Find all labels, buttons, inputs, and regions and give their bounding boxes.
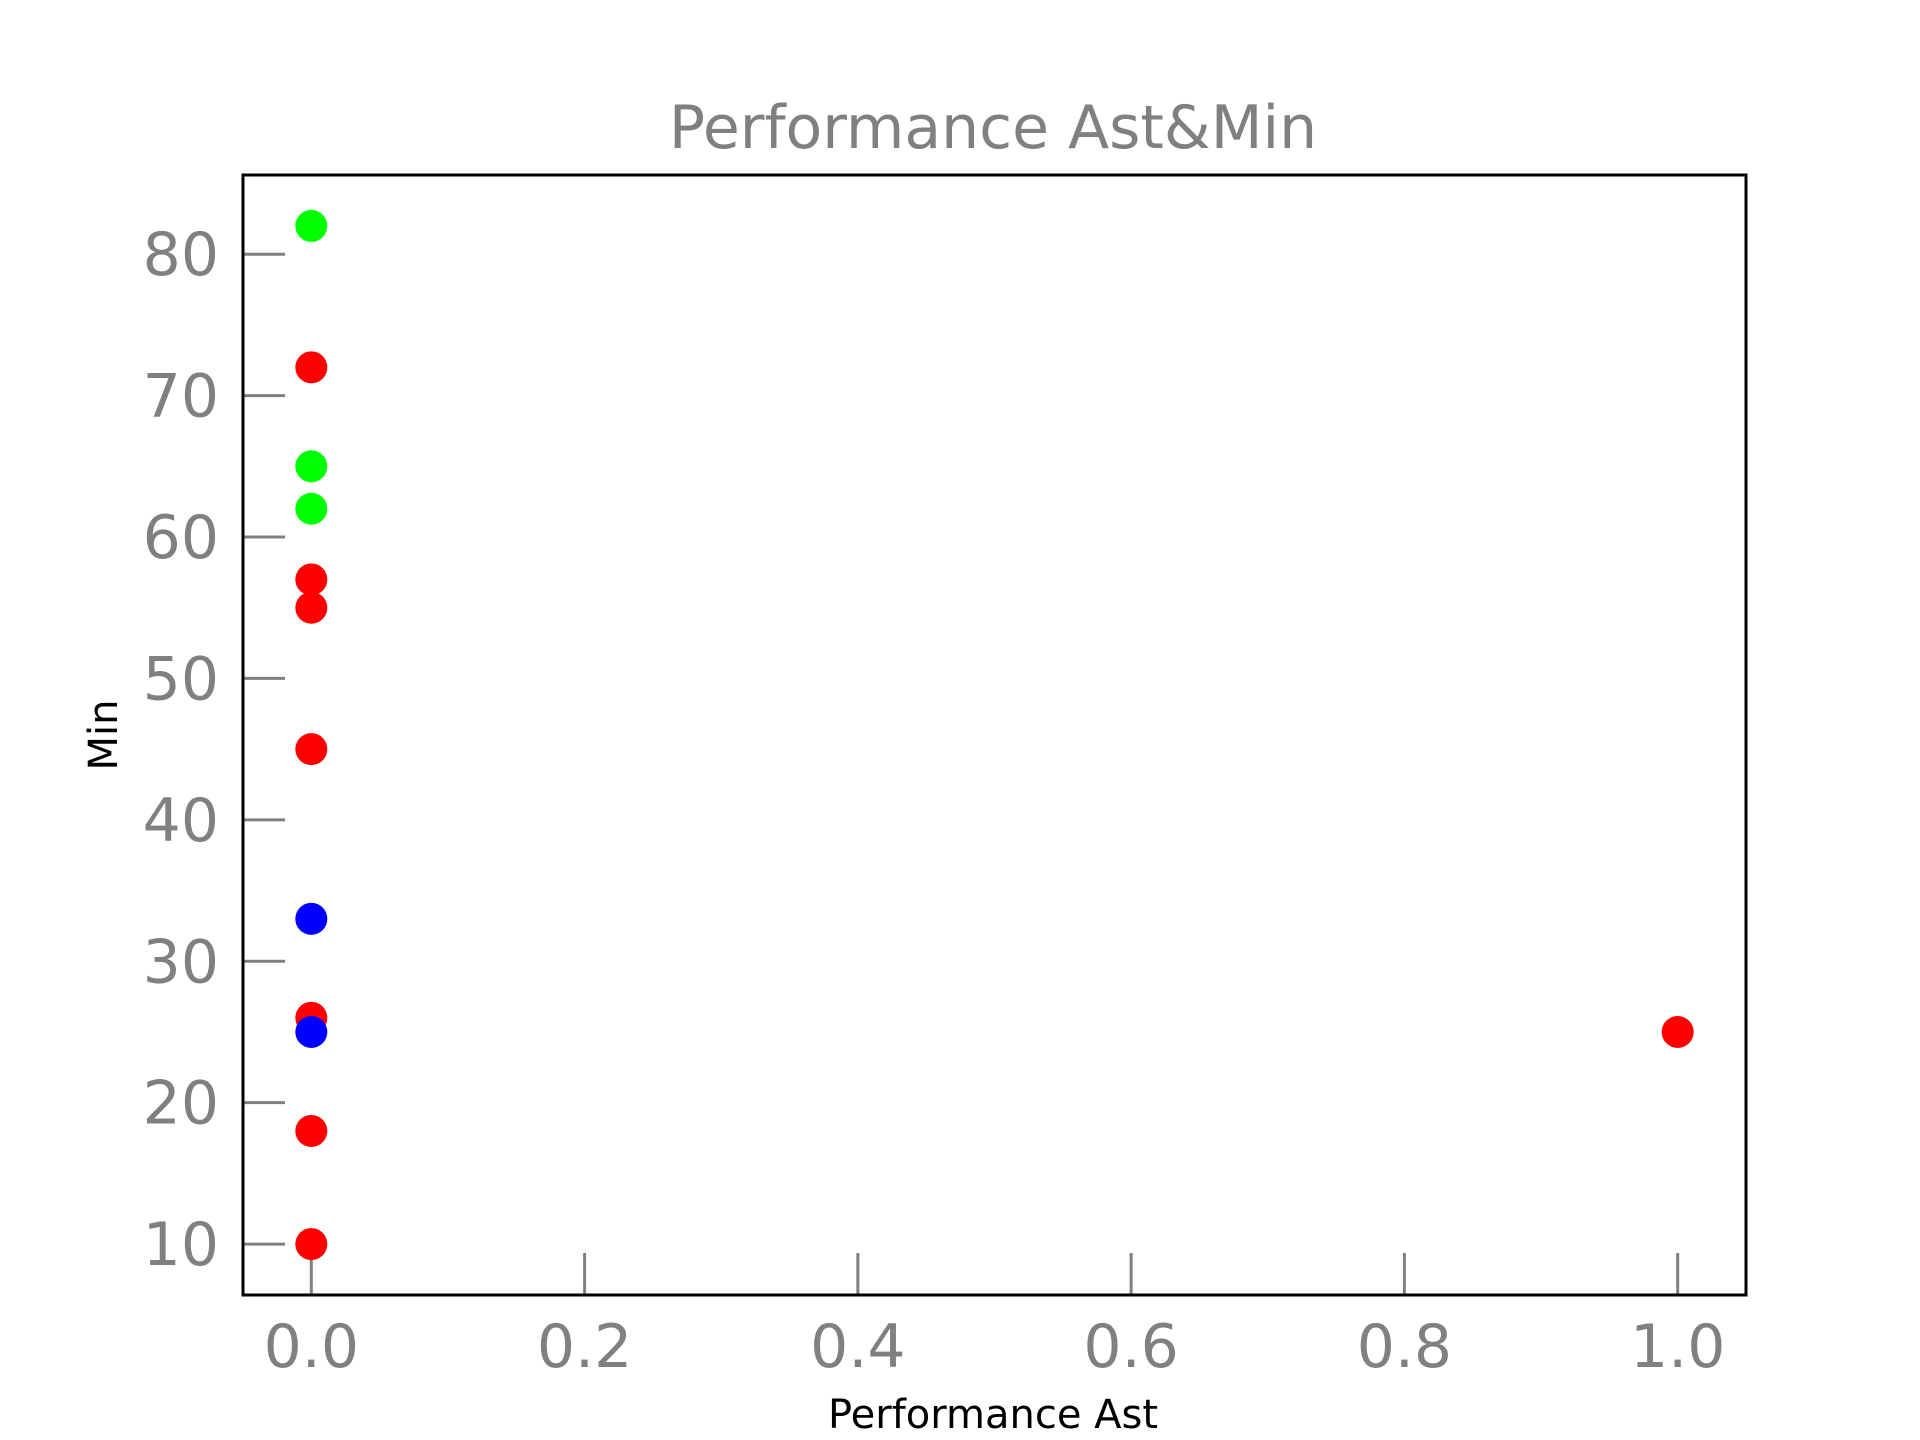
y-tick-label: 30 bbox=[143, 927, 219, 997]
axis-ticks bbox=[243, 252, 1680, 1295]
data-point bbox=[295, 351, 328, 384]
axis-tick-labels: 0.0 0.2 0.4 0.6 0.8 1.0 10 20 30 40 50 60 70 80 bbox=[143, 220, 1726, 1382]
x-tick-label: 0.4 bbox=[810, 1312, 905, 1382]
x-tick-label: 1.0 bbox=[1630, 1312, 1725, 1382]
chart-title: Performance Ast&Min bbox=[669, 93, 1317, 163]
data-point bbox=[295, 733, 328, 766]
data-point bbox=[295, 902, 328, 935]
y-tick-label: 40 bbox=[143, 786, 219, 856]
data-point bbox=[295, 1114, 328, 1147]
data-point bbox=[295, 563, 328, 596]
data-point bbox=[295, 1015, 328, 1048]
data-points bbox=[295, 209, 1694, 1261]
x-tick-label: 0.8 bbox=[1357, 1312, 1452, 1382]
y-tick-label: 10 bbox=[143, 1210, 219, 1280]
data-point bbox=[295, 209, 328, 242]
y-tick-label: 20 bbox=[143, 1069, 219, 1139]
plot-frame bbox=[241, 173, 1748, 1297]
y-tick-label: 50 bbox=[143, 644, 219, 714]
data-point bbox=[295, 492, 328, 525]
x-tick-label: 0.6 bbox=[1083, 1312, 1178, 1382]
y-axis-label: Min bbox=[81, 700, 127, 771]
y-tick-label: 70 bbox=[143, 362, 219, 432]
data-point bbox=[295, 1228, 328, 1261]
data-point bbox=[295, 591, 328, 624]
x-tick-label: 0.0 bbox=[264, 1312, 359, 1382]
data-point bbox=[1661, 1015, 1694, 1048]
data-point bbox=[295, 450, 328, 483]
y-tick-label: 60 bbox=[143, 503, 219, 573]
x-axis-label: Performance Ast bbox=[828, 1392, 1158, 1438]
x-tick-label: 0.2 bbox=[537, 1312, 632, 1382]
y-tick-label: 80 bbox=[143, 220, 219, 290]
